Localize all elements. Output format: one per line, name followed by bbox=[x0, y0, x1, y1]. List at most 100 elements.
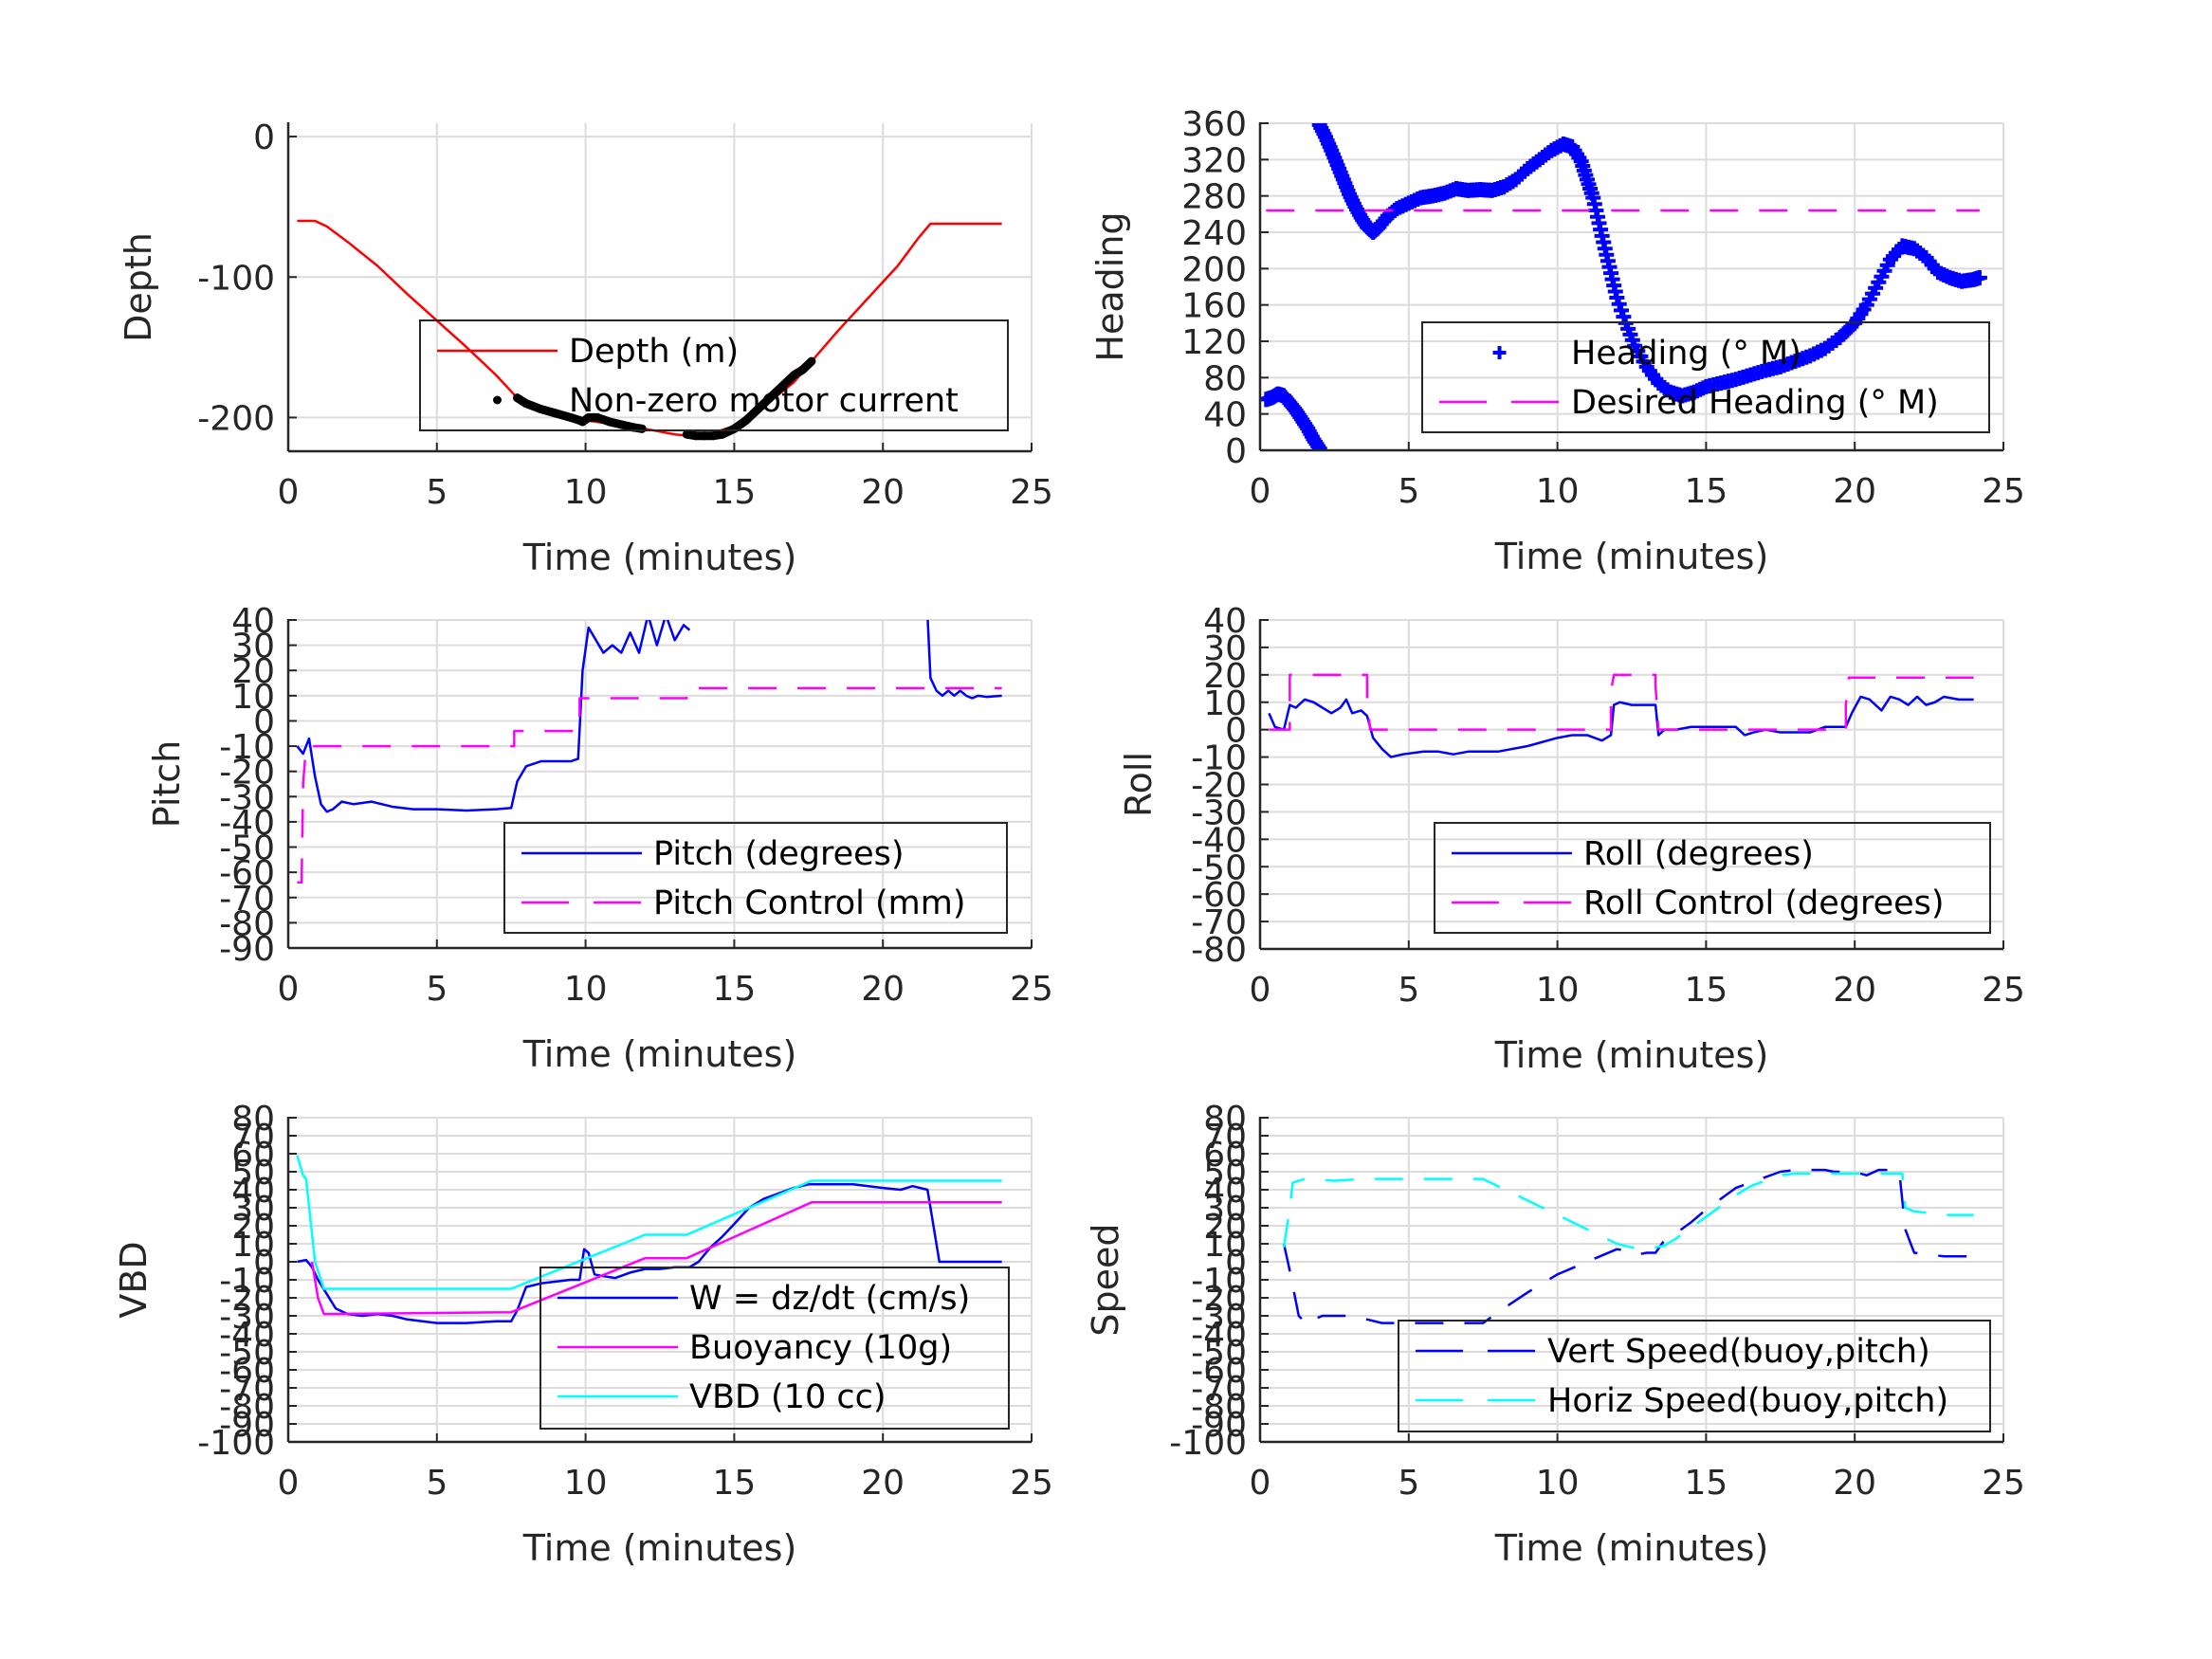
y-tick-label: -30 bbox=[1191, 793, 1247, 832]
y-tick-label: -20 bbox=[1191, 767, 1247, 806]
legend-box bbox=[1434, 822, 1991, 934]
y-tick-label: -50 bbox=[1191, 1334, 1247, 1373]
x-tick-label: 0 bbox=[278, 473, 300, 512]
y-axis-label: Heading bbox=[1089, 211, 1131, 361]
series-pitch-0 bbox=[296, 620, 691, 813]
plot-area-vbd bbox=[296, 1155, 1002, 1324]
y-tick-label: 80 bbox=[231, 1100, 275, 1139]
subplot-speed: 0 5 10 15 20 25-100-90-80-70-60-50-40-30-20-1… bbox=[1085, 1100, 2025, 1569]
subplot-pitch: 0 5 10 15 20 25-90-80-70-60-50-40-30-20-10010… bbox=[146, 602, 1053, 1075]
y-tick-label: -80 bbox=[1191, 931, 1247, 970]
legend-marker-plus-icon bbox=[1492, 346, 1507, 359]
legend-box bbox=[503, 822, 1008, 934]
x-tick-label: 15 bbox=[712, 473, 756, 512]
y-tick-label: 70 bbox=[1203, 1118, 1247, 1157]
plot-area-heading bbox=[1260, 123, 1987, 450]
y-tick-label: -20 bbox=[219, 1280, 275, 1319]
x-axis-label: Time (minutes) bbox=[522, 1033, 797, 1075]
y-tick-label: 0 bbox=[253, 118, 275, 157]
legend-entry-label: W = dz/dt (cm/s) bbox=[689, 1280, 970, 1318]
y-axis-label: Pitch bbox=[146, 740, 188, 829]
y-tick-label: -90 bbox=[219, 930, 275, 969]
y-axis-label: VBD bbox=[113, 1241, 155, 1318]
y-tick-label: -30 bbox=[219, 778, 275, 817]
y-tick-label: 280 bbox=[1181, 178, 1247, 217]
legend-depth: Depth (m) Non-zero motor current bbox=[419, 319, 1009, 431]
y-tick-label: 40 bbox=[231, 602, 275, 641]
y-tick-label: 120 bbox=[1181, 323, 1247, 362]
y-tick-label: -90 bbox=[219, 1406, 275, 1445]
x-tick-label: 5 bbox=[426, 970, 448, 1009]
y-tick-label: 200 bbox=[1181, 250, 1247, 289]
y-tick-label: 30 bbox=[231, 628, 275, 666]
x-tick-label: 25 bbox=[1982, 1464, 2025, 1503]
x-tick-label: 10 bbox=[564, 1464, 608, 1503]
x-tick-label: 0 bbox=[1250, 1464, 1271, 1503]
x-axis-label: Time (minutes) bbox=[522, 537, 797, 578]
y-tick-label: 80 bbox=[1203, 1100, 1247, 1139]
series-pitch-2 bbox=[297, 686, 1002, 884]
y-tick-label: -40 bbox=[219, 804, 275, 843]
x-tick-label: 5 bbox=[426, 1464, 448, 1503]
y-tick-label: 160 bbox=[1181, 287, 1247, 326]
legend-entry-label: Heading (° M) bbox=[1571, 335, 1801, 373]
y-tick-label: -10 bbox=[219, 728, 275, 767]
y-tick-label: -80 bbox=[219, 1388, 275, 1427]
x-tick-label: 5 bbox=[1398, 971, 1419, 1010]
legend-entry-label: Depth (m) bbox=[569, 333, 739, 371]
y-tick-label: 10 bbox=[1203, 1226, 1247, 1265]
y-tick-label: -70 bbox=[1191, 903, 1247, 942]
legend-entry-label: Roll Control (degrees) bbox=[1583, 884, 1945, 922]
y-tick-label: -60 bbox=[219, 854, 275, 893]
y-tick-label: 0 bbox=[253, 1244, 275, 1283]
y-tick-label: 40 bbox=[1203, 1172, 1247, 1211]
x-tick-label: 20 bbox=[861, 1464, 905, 1503]
y-tick-label: -50 bbox=[1191, 848, 1247, 887]
y-tick-label: -40 bbox=[219, 1316, 275, 1355]
grid-vbd bbox=[287, 1117, 1033, 1443]
legend-box bbox=[539, 1267, 1010, 1430]
y-axis-label: Depth bbox=[118, 232, 159, 342]
y-tick-label: -40 bbox=[1191, 1316, 1247, 1355]
y-tick-label: -60 bbox=[219, 1352, 275, 1391]
x-tick-label: 10 bbox=[1536, 1464, 1580, 1503]
y-tick-label: -50 bbox=[219, 1334, 275, 1373]
y-tick-label: 40 bbox=[1203, 602, 1247, 641]
grid-depth bbox=[287, 123, 1033, 451]
legend-entry-label: Roll (degrees) bbox=[1583, 835, 1814, 873]
heading-marker bbox=[1971, 269, 1987, 285]
y-tick-label: -90 bbox=[1191, 1406, 1247, 1445]
y-tick-label: -10 bbox=[1191, 1262, 1247, 1301]
x-tick-label: 15 bbox=[1684, 472, 1728, 511]
legend-heading: Heading (° M) Desired Heading (° M) bbox=[1421, 321, 1990, 433]
x-tick-label: 5 bbox=[1398, 1464, 1419, 1503]
series-depth-1 bbox=[512, 356, 816, 441]
y-tick-label: 20 bbox=[1203, 1208, 1247, 1247]
legend-box bbox=[419, 319, 1009, 431]
y-tick-label: 360 bbox=[1181, 105, 1247, 144]
y-tick-label: 0 bbox=[1225, 1244, 1247, 1283]
x-tick-label: 10 bbox=[1536, 971, 1580, 1010]
y-tick-label: 0 bbox=[253, 702, 275, 741]
legend-entry-label: Pitch (degrees) bbox=[653, 835, 905, 873]
y-tick-label: -60 bbox=[1191, 1352, 1247, 1391]
x-tick-label: 25 bbox=[1010, 1464, 1053, 1503]
legend-entry-label: Non-zero motor current bbox=[569, 382, 959, 420]
subplot-depth: 0 5 10 15 20 25 -200 -100 0 Time (minutes) Depth De… bbox=[118, 118, 1053, 578]
plot-area-roll bbox=[1268, 673, 1974, 758]
y-tick-label: 60 bbox=[231, 1136, 275, 1175]
legend-speed: Vert Speed(buoy,pitch) Horiz Speed(buoy,p… bbox=[1398, 1320, 1991, 1432]
x-tick-label: 0 bbox=[278, 1464, 300, 1503]
x-tick-label: 25 bbox=[1982, 971, 2025, 1010]
y-tick-label: 20 bbox=[1203, 657, 1247, 696]
x-tick-label: 15 bbox=[712, 970, 756, 1009]
y-tick-label: 20 bbox=[231, 652, 275, 691]
series-heading-0 bbox=[1260, 123, 1987, 450]
x-tick-label: 0 bbox=[278, 970, 300, 1009]
x-tick-label: 25 bbox=[1010, 473, 1053, 512]
y-tick-label: -60 bbox=[1191, 876, 1247, 915]
y-tick-label: -100 bbox=[197, 1424, 275, 1463]
x-tick-label: 5 bbox=[426, 473, 448, 512]
x-tick-label: 0 bbox=[1250, 472, 1271, 511]
